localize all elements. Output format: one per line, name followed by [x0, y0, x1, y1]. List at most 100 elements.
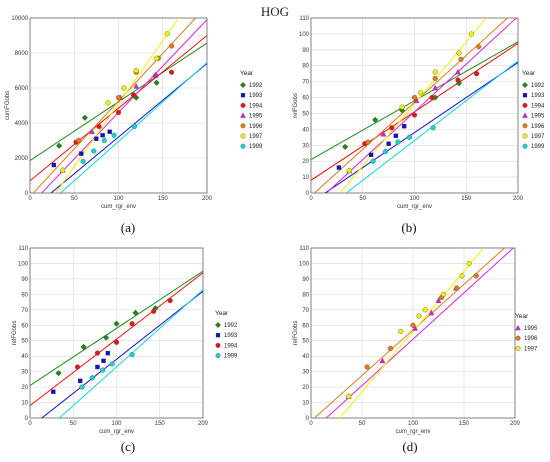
- point-1997: [459, 273, 465, 279]
- x-tick-label: 150: [459, 421, 470, 427]
- legend-title: Year: [515, 313, 529, 320]
- point-1997: [398, 328, 404, 335]
- point-1992: [81, 114, 88, 121]
- legend-marker-1997: [522, 133, 528, 139]
- point-1993: [393, 133, 399, 138]
- fit-lines: [30, 270, 203, 418]
- chart-panel-d: 0 50 100 150 200 0 10 20 30 40 50 60 70 80 90 100 110 cum…: [293, 246, 538, 454]
- point-1995: [380, 130, 387, 137]
- figure-title: HOG: [261, 4, 289, 19]
- point-1995: [455, 68, 461, 75]
- x-tick-label: 200: [198, 421, 209, 427]
- legend-marker-1999: [522, 143, 528, 149]
- y-tick-label: 110: [18, 246, 28, 252]
- point-1992: [55, 370, 62, 377]
- point-1992: [80, 343, 87, 351]
- y-tick-label: 50: [21, 339, 28, 345]
- fit-line-1997: [339, 18, 487, 193]
- legend-marker-1997: [240, 133, 246, 139]
- legend-label-1995: 1995: [524, 326, 538, 332]
- point-1994: [389, 125, 395, 131]
- point-1999: [91, 148, 97, 154]
- legend-marker-1996: [240, 123, 246, 129]
- legend-marker-1992: [240, 82, 246, 88]
- panel-label: (a): [121, 220, 135, 235]
- point-1994: [94, 350, 101, 356]
- y-tick-label: 60: [302, 323, 309, 329]
- fit-line-1994: [30, 35, 207, 182]
- legend-label-1996: 1996: [249, 124, 263, 130]
- x-tick-label: 0: [309, 421, 313, 427]
- point-1992: [132, 309, 139, 317]
- point-1995: [152, 71, 159, 78]
- data-points: [51, 31, 175, 173]
- point-1995: [432, 84, 439, 91]
- point-1996: [387, 345, 394, 352]
- legend-label-1993: 1993: [531, 93, 545, 99]
- point-1999: [382, 149, 389, 155]
- x-tick-label: 200: [202, 196, 213, 202]
- legend-title: Year: [240, 70, 254, 77]
- point-1992: [56, 142, 63, 149]
- point-1993: [95, 364, 100, 370]
- y-tick-label: 80: [21, 292, 28, 298]
- point-1997: [105, 100, 111, 106]
- point-1997: [153, 55, 160, 61]
- legend-label-1993: 1993: [249, 93, 263, 99]
- y-tick-label: 50: [302, 111, 309, 117]
- x-tick-label: 200: [510, 421, 521, 427]
- point-1996: [115, 95, 122, 101]
- y-tick-label: 30: [302, 370, 309, 376]
- point-1997: [346, 393, 352, 399]
- y-tick-label: 40: [302, 354, 309, 360]
- legend-label-1992: 1992: [249, 83, 263, 89]
- legend-label-1995: 1995: [249, 114, 263, 120]
- x-tick-label: 100: [408, 421, 419, 427]
- point-1992: [103, 334, 110, 341]
- x-axis-label: cum_rgr_env: [99, 429, 134, 435]
- y-tick-label: 4000: [15, 121, 29, 127]
- point-1995: [435, 297, 442, 303]
- y-axis-label: relFGobs: [12, 321, 18, 346]
- point-1996: [410, 322, 416, 328]
- y-tick-label: 110: [299, 246, 309, 252]
- y-tick-label: 100: [299, 261, 310, 267]
- x-tick-label: 150: [461, 196, 472, 202]
- y-tick-label: 80: [302, 292, 309, 298]
- point-1999: [100, 367, 106, 373]
- point-1994: [130, 92, 137, 98]
- point-1997: [121, 85, 127, 91]
- fit-line-1992: [30, 270, 203, 386]
- legend-marker-1994: [522, 102, 528, 108]
- fit-line-1999: [59, 62, 207, 193]
- x-tick-label: 50: [359, 196, 366, 202]
- y-tick-label: 0: [25, 416, 29, 422]
- point-1994: [129, 321, 135, 327]
- point-1993: [51, 162, 57, 168]
- plot-frame: [310, 17, 519, 194]
- legend-label-1999: 1999: [531, 144, 545, 150]
- panel-label: (c): [121, 439, 135, 454]
- y-tick-label: 6000: [15, 86, 29, 92]
- point-1997: [441, 291, 447, 297]
- point-1993: [94, 136, 99, 141]
- point-1996: [454, 285, 460, 291]
- y-tick-label: 100: [299, 32, 310, 38]
- fit-line-1999: [58, 289, 203, 418]
- point-1999: [131, 123, 138, 130]
- legend-marker-1992: [522, 82, 528, 88]
- point-1997: [164, 31, 170, 37]
- legend-marker-1999: [240, 143, 246, 149]
- y-tick-label: 50: [302, 339, 309, 345]
- data-points: [336, 31, 482, 174]
- fit-line-1993: [50, 63, 207, 193]
- point-1993: [336, 165, 342, 170]
- point-1996: [364, 364, 370, 370]
- legend-marker-1996: [515, 335, 521, 341]
- point-1997: [346, 168, 352, 174]
- legend-marker-1995: [522, 112, 528, 118]
- point-1999: [370, 158, 376, 164]
- point-1999: [109, 361, 115, 367]
- point-1995: [379, 357, 386, 364]
- legend-label-1997: 1997: [524, 346, 538, 352]
